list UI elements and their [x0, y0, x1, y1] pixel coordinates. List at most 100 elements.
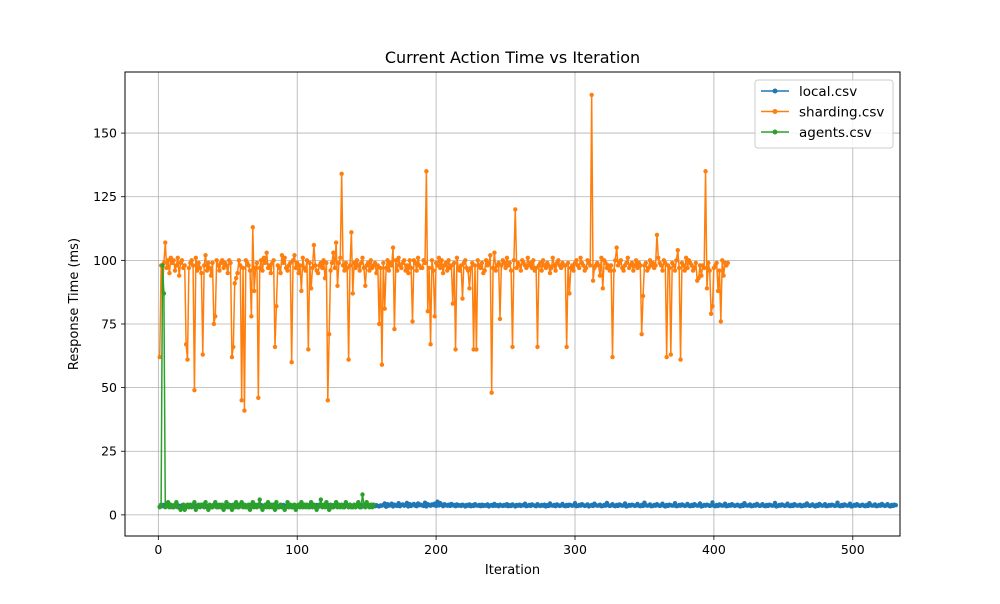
data-point	[321, 258, 326, 263]
series-agents-csv	[157, 263, 376, 512]
data-point	[507, 260, 512, 266]
data-point	[324, 260, 329, 266]
data-point	[199, 270, 204, 276]
data-point	[458, 263, 464, 268]
data-point	[343, 260, 349, 266]
data-point	[197, 265, 203, 271]
data-point	[682, 268, 687, 273]
data-point	[517, 263, 522, 268]
data-point	[232, 281, 237, 286]
data-point	[189, 258, 194, 263]
data-point	[272, 344, 278, 350]
data-point	[567, 291, 572, 296]
data-point	[646, 265, 651, 271]
data-point	[274, 303, 279, 309]
data-point	[315, 270, 321, 276]
data-point	[265, 499, 271, 505]
x-axis-label: Iteration	[485, 563, 540, 578]
legend: local.csv sharding.csv agents.csv	[754, 79, 894, 149]
x-tick-label: 200	[424, 542, 448, 557]
data-point	[432, 314, 437, 319]
data-point	[285, 268, 290, 273]
data-point	[176, 273, 182, 278]
data-point	[182, 263, 187, 268]
data-point	[440, 270, 446, 276]
data-point	[158, 502, 164, 507]
data-point	[701, 265, 707, 271]
data-point	[725, 260, 730, 266]
data-point	[353, 265, 358, 271]
data-point	[439, 258, 444, 263]
data-point	[531, 258, 536, 263]
data-point	[468, 265, 474, 271]
data-point	[396, 255, 401, 260]
data-point	[603, 260, 608, 266]
plot-frame	[124, 71, 901, 537]
data-point	[660, 268, 665, 273]
data-point	[525, 255, 530, 260]
data-point	[272, 507, 278, 512]
data-point	[714, 260, 719, 266]
data-point	[204, 268, 210, 273]
data-point	[203, 499, 208, 505]
data-point	[175, 255, 180, 260]
data-point	[358, 260, 364, 266]
data-point	[703, 169, 708, 174]
data-point	[414, 268, 419, 273]
data-point	[650, 260, 655, 266]
data-point	[399, 265, 404, 271]
data-point	[328, 268, 333, 273]
data-point	[256, 502, 261, 507]
data-point	[279, 253, 285, 258]
axis-ticks: 0 100 200 300 400 500 0 25 50 75 100 125 150	[93, 126, 865, 557]
legend-box	[754, 79, 894, 149]
data-point	[181, 502, 186, 507]
data-point	[467, 286, 472, 291]
data-point	[578, 255, 583, 260]
data-point	[710, 500, 715, 505]
data-point	[596, 263, 601, 268]
data-point	[263, 260, 268, 266]
data-point	[563, 263, 568, 268]
data-point	[208, 273, 214, 278]
data-point	[297, 263, 303, 268]
data-point	[389, 263, 394, 268]
data-point	[470, 260, 475, 266]
data-point	[706, 260, 711, 266]
data-point	[486, 260, 492, 266]
data-point	[363, 283, 368, 288]
data-point	[571, 268, 576, 273]
data-point	[496, 260, 501, 266]
data-point	[392, 326, 397, 332]
data-point	[356, 499, 361, 505]
data-point	[278, 270, 283, 276]
data-point	[340, 263, 346, 268]
data-point	[540, 258, 546, 263]
data-point	[342, 505, 347, 510]
data-point	[165, 258, 171, 263]
data-point	[672, 268, 678, 273]
data-point	[654, 232, 660, 238]
data-point	[281, 260, 286, 266]
data-point	[240, 265, 246, 271]
data-point	[276, 265, 282, 271]
data-point	[570, 263, 575, 268]
chart-title: Current Action Time vs Iteration	[385, 48, 640, 67]
data-point	[550, 255, 555, 260]
data-point	[621, 268, 626, 273]
data-point	[236, 258, 242, 263]
data-point	[656, 255, 661, 260]
data-point	[378, 265, 383, 271]
data-point	[213, 499, 218, 505]
data-point	[710, 303, 715, 309]
data-point	[320, 265, 325, 271]
data-point	[247, 268, 253, 273]
data-point	[292, 502, 297, 507]
data-point	[574, 258, 579, 263]
data-point	[454, 255, 460, 260]
data-point	[235, 270, 240, 276]
data-point	[420, 265, 425, 271]
data-point	[332, 265, 337, 271]
